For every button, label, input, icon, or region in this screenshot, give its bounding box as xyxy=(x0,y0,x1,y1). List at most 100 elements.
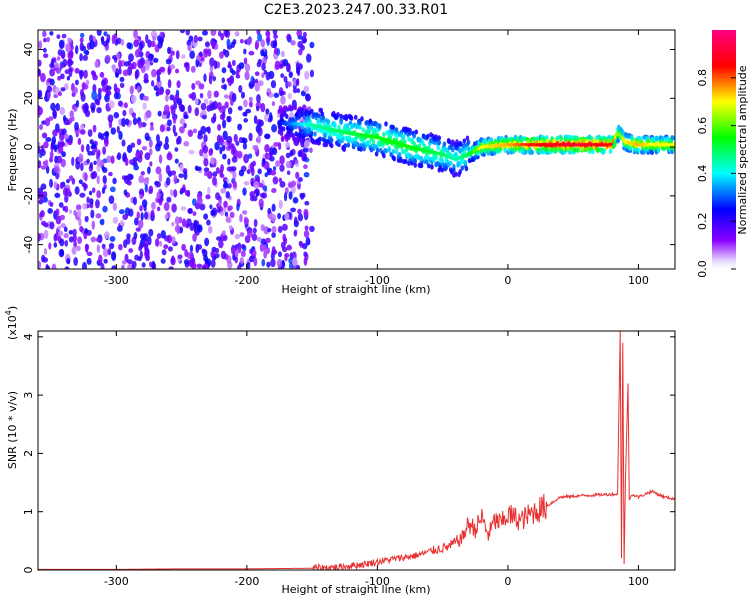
noise-speckle xyxy=(283,192,288,202)
y-tick-label: 0 xyxy=(22,567,35,574)
noise-speckle xyxy=(246,229,253,238)
noise-speckle xyxy=(68,59,73,65)
noise-speckle xyxy=(59,248,65,257)
noise-speckle xyxy=(125,118,130,126)
noise-speckle xyxy=(284,212,290,221)
noise-speckle xyxy=(101,165,105,171)
noise-speckle xyxy=(243,118,249,123)
noise-speckle xyxy=(171,221,175,227)
ridge-cell xyxy=(608,148,613,154)
snr-plot-area xyxy=(38,331,675,570)
noise-speckle xyxy=(224,101,229,109)
noise-speckle xyxy=(80,32,85,38)
noise-speckle xyxy=(306,95,312,101)
noise-speckle xyxy=(242,187,247,196)
noise-speckle xyxy=(79,226,84,233)
noise-speckle xyxy=(75,100,80,108)
noise-speckle xyxy=(112,177,117,185)
noise-speckle xyxy=(234,234,241,240)
noise-speckle xyxy=(280,73,285,78)
ridge-cell xyxy=(465,135,470,141)
ridge-cell xyxy=(360,116,364,122)
noise-speckle xyxy=(224,49,230,58)
noise-speckle xyxy=(237,123,243,131)
noise-speckle xyxy=(277,212,281,220)
noise-speckle xyxy=(57,56,61,61)
noise-speckle xyxy=(99,71,105,78)
noise-speckle xyxy=(76,209,82,218)
noise-speckle xyxy=(172,115,177,124)
snr-multiplier-base: (x10 xyxy=(6,315,19,340)
noise-speckle xyxy=(157,110,162,117)
ridge-cell xyxy=(278,126,283,132)
noise-speckle xyxy=(298,240,303,247)
noise-speckle xyxy=(52,129,58,137)
noise-speckle xyxy=(173,189,178,198)
snr-ylabel: SNR (10 * v/v) xyxy=(6,391,19,469)
ridge-cell xyxy=(440,167,445,173)
x-tick-label: 0 xyxy=(504,274,511,287)
noise-speckle xyxy=(279,164,285,172)
noise-speckle xyxy=(298,177,303,182)
noise-speckle xyxy=(240,250,246,258)
ridge-cell xyxy=(347,127,352,133)
noise-speckle xyxy=(59,73,65,80)
noise-speckle xyxy=(210,156,215,165)
noise-speckle xyxy=(127,259,133,265)
noise-speckle xyxy=(132,117,138,126)
noise-speckle xyxy=(97,149,101,157)
ridge-cell xyxy=(440,158,445,164)
colorbar-tick-label: 0.8 xyxy=(696,69,709,87)
noise-speckle xyxy=(40,254,46,263)
ridge-cell xyxy=(369,125,374,131)
noise-speckle xyxy=(266,87,272,93)
noise-speckle xyxy=(159,31,164,38)
noise-speckle xyxy=(226,115,231,123)
noise-speckle xyxy=(38,141,41,148)
noise-speckle xyxy=(136,138,142,146)
noise-speckle xyxy=(207,225,213,234)
noise-speckle xyxy=(67,37,72,44)
ridge-cell xyxy=(293,138,297,144)
ridge-cell xyxy=(412,133,416,139)
noise-speckle xyxy=(272,30,278,36)
noise-speckle xyxy=(167,246,173,252)
noise-speckle xyxy=(181,243,186,251)
ridge-cell xyxy=(371,138,376,145)
noise-speckle xyxy=(112,64,117,73)
noise-speckle xyxy=(161,249,167,256)
noise-speckle xyxy=(249,191,256,198)
noise-speckle xyxy=(270,170,277,176)
noise-speckle xyxy=(140,171,145,176)
noise-speckle xyxy=(64,69,69,75)
noise-speckle xyxy=(165,164,171,175)
noise-speckle xyxy=(198,51,203,58)
noise-speckle xyxy=(62,58,68,67)
noise-speckle xyxy=(227,158,231,166)
ridge-cell xyxy=(278,105,283,111)
noise-speckle xyxy=(200,102,207,111)
noise-speckle xyxy=(176,135,182,145)
noise-speckle xyxy=(38,160,42,169)
noise-speckle xyxy=(248,132,253,142)
ridge-cell xyxy=(297,114,302,120)
noise-speckle xyxy=(194,107,200,117)
noise-speckle xyxy=(265,30,270,38)
noise-speckle xyxy=(68,117,73,124)
noise-speckle xyxy=(257,119,264,127)
noise-speckle xyxy=(173,131,178,137)
ridge-cell xyxy=(413,162,418,168)
ridge-cell xyxy=(524,149,528,155)
noise-speckle xyxy=(93,160,97,166)
noise-speckle xyxy=(40,165,47,170)
ridge-cell xyxy=(437,139,442,146)
ridge-cell xyxy=(448,160,453,166)
noise-speckle xyxy=(60,87,66,92)
noise-speckle xyxy=(151,69,157,78)
noise-speckle xyxy=(231,166,237,172)
noise-speckle xyxy=(166,196,172,203)
noise-speckle xyxy=(227,77,233,87)
noise-speckle xyxy=(210,30,217,37)
noise-speckle xyxy=(309,147,313,154)
noise-speckle xyxy=(297,35,303,40)
